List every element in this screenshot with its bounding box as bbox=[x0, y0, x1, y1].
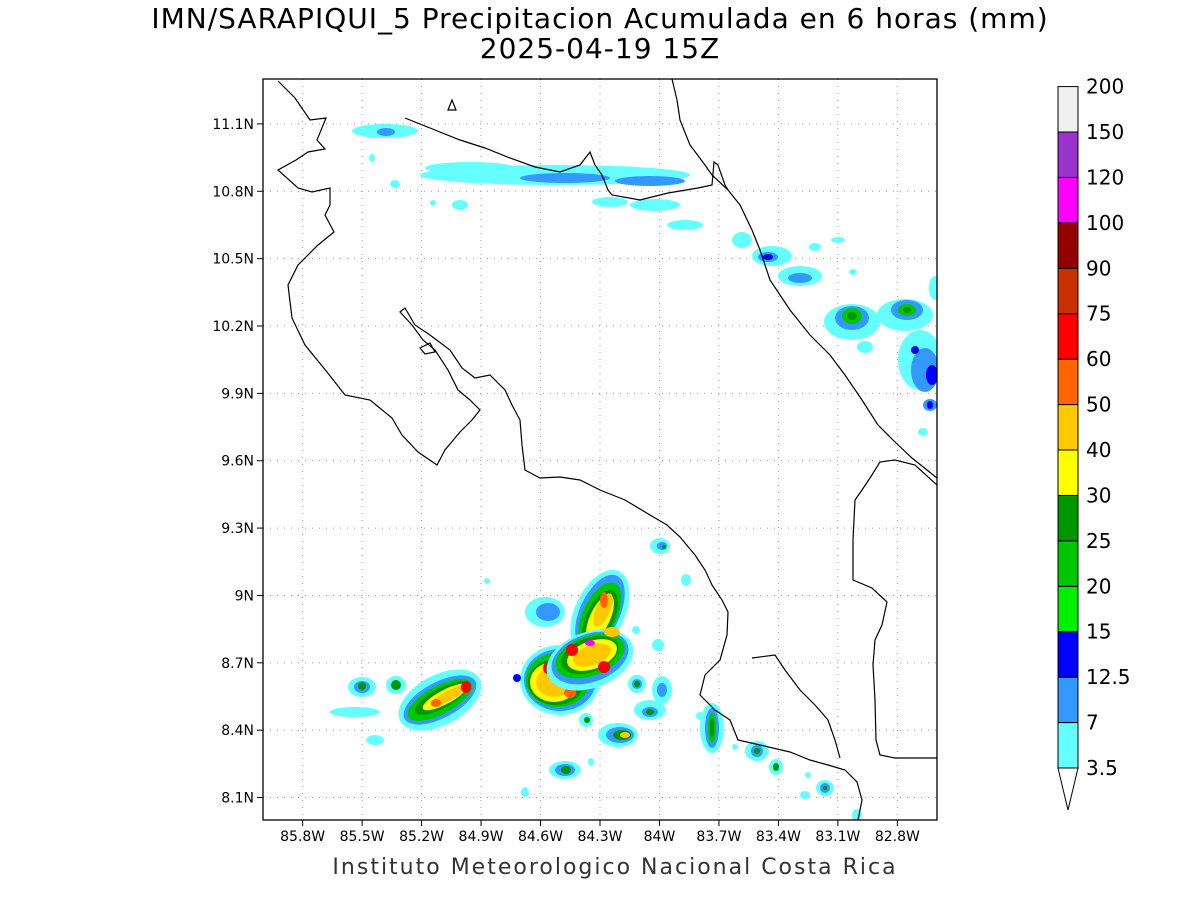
lon-tick-label: 82.8W bbox=[875, 829, 920, 845]
colorbar-label: 15 bbox=[1086, 620, 1111, 644]
colorbar-label: 3.5 bbox=[1086, 756, 1118, 780]
map-title: IMN/SARAPIQUI_5 Precipitacion Acumulada … bbox=[151, 2, 1049, 35]
colorbar-label: 40 bbox=[1086, 438, 1111, 462]
lon-tick-label: 85.2W bbox=[399, 829, 444, 845]
island-golfo-nicoya bbox=[419, 342, 436, 355]
lon-tick-label: 83.1W bbox=[815, 829, 860, 845]
colorbar-label: 60 bbox=[1086, 347, 1111, 371]
lat-tick-label: 8.1N bbox=[221, 791, 254, 807]
colorbar-label: 7 bbox=[1086, 711, 1099, 735]
map-grid: 85.8W 85.5W 85.2W 84.9W 84.6W 84.3W 84W 83.7W 83… bbox=[212, 79, 937, 845]
colorbar: 3.5 7 12.5 15 20 25 30 40 50 60 75 90 100 120 150 200 bbox=[1057, 75, 1131, 811]
lon-tick-label: 83.7W bbox=[696, 829, 741, 845]
coastline-golfo-dulce bbox=[751, 654, 841, 759]
colorbar-swatch bbox=[1057, 494, 1079, 542]
precip-cell-south bbox=[521, 538, 862, 820]
colorbar-label: 20 bbox=[1086, 574, 1111, 598]
precip-cell-caribbean bbox=[667, 220, 937, 436]
border-nicaragua bbox=[404, 117, 729, 201]
colorbar-swatch bbox=[1057, 313, 1079, 360]
colorbar-swatch bbox=[1057, 585, 1079, 633]
precipitation-field bbox=[330, 124, 937, 820]
lon-tick-label: 84.6W bbox=[518, 829, 563, 845]
lat-tick-label: 9.6N bbox=[221, 454, 254, 470]
coastlines-and-borders bbox=[276, 79, 937, 820]
colorbar-swatch bbox=[1057, 631, 1079, 678]
colorbar-label: 25 bbox=[1086, 529, 1111, 553]
lat-tick-label: 8.4N bbox=[221, 723, 254, 739]
lake-nicaragua-isle bbox=[447, 98, 457, 111]
precip-cell-central-cluster bbox=[513, 569, 664, 727]
map-subtitle-date: 2025-04-19 15Z bbox=[479, 32, 721, 65]
lat-tick-label: 11.1N bbox=[212, 117, 254, 133]
colorbar-swatch bbox=[1057, 540, 1079, 587]
border-panama bbox=[852, 459, 937, 759]
colorbar-swatch bbox=[1057, 131, 1079, 178]
precip-cell-north-band bbox=[352, 124, 690, 211]
lat-tick-label: 8.7N bbox=[221, 656, 254, 672]
lon-tick-label: 84W bbox=[644, 829, 676, 845]
colorbar-label: 30 bbox=[1086, 483, 1111, 507]
lon-tick-label: 85.8W bbox=[280, 829, 325, 845]
lat-tick-label: 9N bbox=[235, 588, 254, 604]
lon-tick-label: 84.3W bbox=[577, 829, 622, 845]
colorbar-swatch bbox=[1057, 449, 1079, 496]
colorbar-swatch bbox=[1057, 267, 1079, 315]
colorbar-swatch bbox=[1057, 86, 1079, 133]
lat-tick-label: 9.3N bbox=[221, 521, 254, 537]
precip-cell-pacific-west bbox=[330, 578, 490, 745]
lon-tick-label: 85.5W bbox=[340, 829, 385, 845]
coastline-caribbean bbox=[671, 79, 937, 479]
colorbar-label: 50 bbox=[1086, 393, 1111, 417]
colorbar-swatch bbox=[1057, 222, 1079, 269]
colorbar-swatch bbox=[1057, 722, 1079, 769]
lat-tick-label: 9.9N bbox=[221, 386, 254, 402]
colorbar-cap-bottom bbox=[1057, 767, 1079, 811]
coastline-pacific-north bbox=[276, 80, 863, 820]
map-frame bbox=[262, 78, 938, 821]
colorbar-label: 200 bbox=[1086, 75, 1124, 99]
colorbar-label: 75 bbox=[1086, 302, 1111, 326]
footer-credit: Instituto Meteorologico Nacional Costa R… bbox=[332, 855, 898, 880]
lat-tick-label: 10.8N bbox=[212, 184, 254, 200]
colorbar-swatch bbox=[1057, 176, 1079, 224]
lat-tick-label: 10.5N bbox=[212, 252, 254, 268]
colorbar-label: 12.5 bbox=[1086, 665, 1131, 689]
colorbar-swatch bbox=[1057, 404, 1079, 451]
colorbar-label: 120 bbox=[1086, 165, 1124, 189]
colorbar-label: 100 bbox=[1086, 211, 1124, 235]
lon-tick-label: 84.9W bbox=[459, 829, 504, 845]
lon-tick-label: 83.4W bbox=[756, 829, 801, 845]
colorbar-label: 90 bbox=[1086, 256, 1111, 280]
colorbar-label: 150 bbox=[1086, 120, 1124, 144]
colorbar-swatch bbox=[1057, 358, 1079, 406]
colorbar-swatch bbox=[1057, 676, 1079, 724]
lat-tick-label: 10.2N bbox=[212, 319, 254, 335]
